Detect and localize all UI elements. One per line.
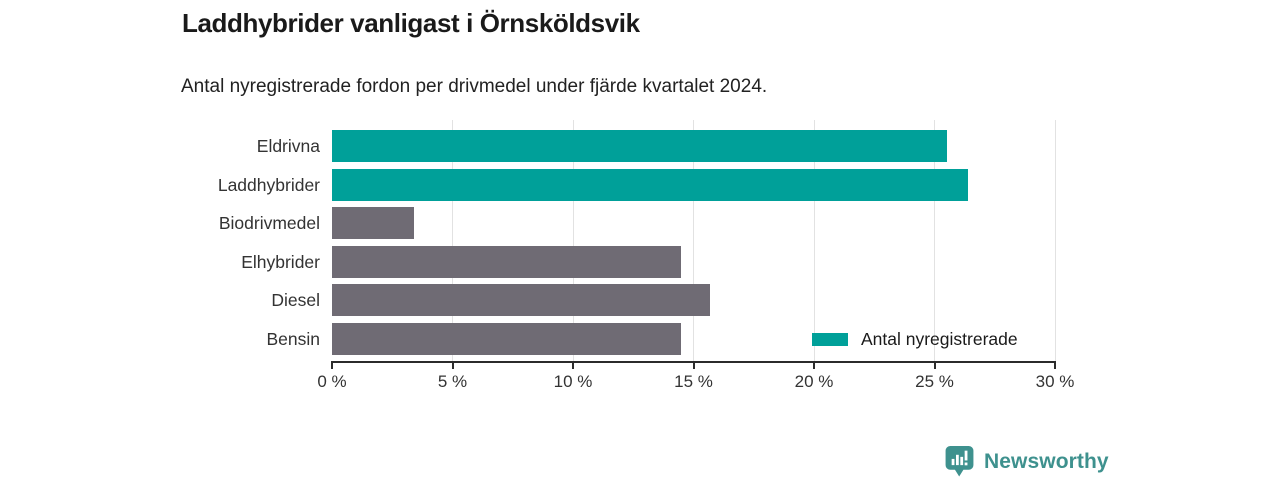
gridline-30 xyxy=(1054,120,1056,361)
legend-label: Antal nyregistrerade xyxy=(861,328,1018,349)
category-label-diesel: Diesel xyxy=(271,290,320,311)
newsworthy-wordmark: Newsworthy xyxy=(984,449,1109,473)
x-tick-label-30: 30 % xyxy=(1035,372,1075,391)
x-tick-label-0: 0 % xyxy=(317,372,347,391)
bar-bensin xyxy=(332,323,682,355)
category-label-bensin: Bensin xyxy=(266,329,320,349)
chart-title: Laddhybrider vanligast i Örnsköldsvik xyxy=(182,8,640,38)
x-tick-label-10: 10 % xyxy=(553,372,593,391)
plot-area: Eldrivna Laddhybrider Biodrivmedel Elhybrid… xyxy=(218,120,1074,391)
newsworthy-logo-icon xyxy=(945,446,974,477)
bar-elhybrider xyxy=(332,245,682,278)
bar-laddhybrider xyxy=(332,168,969,201)
x-tick-20 xyxy=(813,363,815,369)
gridline-5 xyxy=(452,120,453,361)
gridline-10 xyxy=(572,120,574,361)
legend-swatch xyxy=(812,332,848,346)
category-label-elhybrider: Elhybrider xyxy=(241,251,320,272)
bar-biodrivmedel xyxy=(332,207,414,240)
newsworthy-branding: Newsworthy xyxy=(944,445,1109,478)
x-tick-label-20: 20 % xyxy=(794,372,834,391)
x-tick-15 xyxy=(692,363,695,369)
bar-eldrivna xyxy=(332,130,947,162)
gridline-20 xyxy=(813,120,815,361)
x-axis-line xyxy=(331,361,1056,363)
category-label-biodrivmedel: Biodrivmedel xyxy=(218,213,320,234)
chart-subtitle: Antal nyregistrerade fordon per drivmede… xyxy=(181,76,768,97)
category-label-laddhybrider: Laddhybrider xyxy=(217,174,320,195)
bar-diesel xyxy=(332,284,711,317)
x-tick-label-5: 5 % xyxy=(437,372,468,391)
x-tick-30 xyxy=(1054,363,1056,369)
x-tick-0 xyxy=(331,363,333,369)
category-label-eldrivna: Eldrivna xyxy=(256,136,320,156)
gridline-25 xyxy=(934,120,935,361)
x-tick-10 xyxy=(572,363,574,369)
x-tick-label-15: 15 % xyxy=(674,372,713,391)
legend: Antal nyregistrerade xyxy=(812,323,1018,355)
gridline-15 xyxy=(693,120,694,361)
x-tick-label-25: 25 % xyxy=(915,372,954,391)
x-tick-5 xyxy=(451,363,454,369)
x-tick-25 xyxy=(933,363,936,369)
